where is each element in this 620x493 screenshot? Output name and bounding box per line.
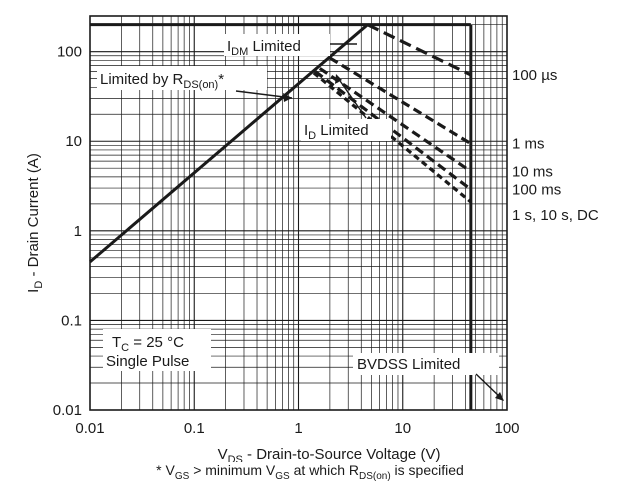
x-axis-label: VDS - Drain-to-Source Voltage (V) <box>218 446 441 462</box>
series-label-bg <box>510 162 551 181</box>
id-limit-label: ID Limited <box>304 122 369 142</box>
bvdss-limit-label: BVDSS Limited <box>357 356 460 373</box>
idm-label-bg <box>224 34 330 56</box>
y-axis-label: ID - Drain Current (A) <box>25 153 45 293</box>
x-tick-label: 1 <box>294 420 302 437</box>
rds-leader <box>235 90 293 99</box>
rds-arrowhead <box>283 93 292 102</box>
series-line-3 <box>314 70 472 191</box>
rds-label-bg <box>97 66 267 90</box>
bvdss-label-bg <box>353 353 499 375</box>
soa-chart: 0.01 0.1 1 10 100 0.01 0.1 1 10 100 100 µs 1 ms 10 … <box>25 15 617 462</box>
bvdss-arrowhead <box>495 392 504 401</box>
idm-limit-label: IDM Limited <box>227 38 301 58</box>
series-label: 1 s, 10 s, DC <box>512 207 599 224</box>
soa-curves <box>89 23 473 410</box>
series-label-bg <box>510 180 560 199</box>
y-tick-label: 0.1 <box>61 312 82 329</box>
single-pulse-label: Single Pulse <box>106 353 189 370</box>
y-tick-label: 0.01 <box>53 402 82 419</box>
y-tick-label: 10 <box>65 133 82 150</box>
series-line-4 <box>312 71 472 204</box>
tick-labels: 0.01 0.1 1 10 100 0.01 0.1 1 10 100 <box>53 44 520 437</box>
tc-label-bg <box>103 329 211 371</box>
y-tick-label: 1 <box>74 223 82 240</box>
series-label-bg <box>510 65 560 84</box>
x-tick-label: 0.1 <box>184 420 205 437</box>
series-line-2 <box>318 67 472 173</box>
tc-label: TC = 25 °C <box>112 334 184 354</box>
bvdss-leader <box>475 373 502 399</box>
series-label: 100 ms <box>512 181 561 198</box>
x-tick-label: 0.01 <box>75 420 104 437</box>
y-tick-label: 100 <box>57 44 82 61</box>
series-label: 100 µs <box>512 67 557 84</box>
footnote: * VGS > minimum VGS at which RDS(on) is … <box>156 462 464 482</box>
id-label-bg <box>301 119 391 141</box>
id-arrowhead <box>335 74 342 84</box>
series-label-bg <box>510 206 617 225</box>
plot-frame <box>89 15 508 411</box>
id-leader <box>337 77 367 119</box>
x-tick-label: 100 <box>494 420 519 437</box>
rds-on-limit-line <box>89 23 369 264</box>
rds-limit-label: Limited by RDS(on)* <box>100 71 224 91</box>
x-tick-label: 10 <box>394 420 411 437</box>
series-label: 1 ms <box>512 136 545 153</box>
series-label: 10 ms <box>512 163 553 180</box>
series-label-bg <box>510 134 543 153</box>
series-line-0 <box>366 23 472 77</box>
